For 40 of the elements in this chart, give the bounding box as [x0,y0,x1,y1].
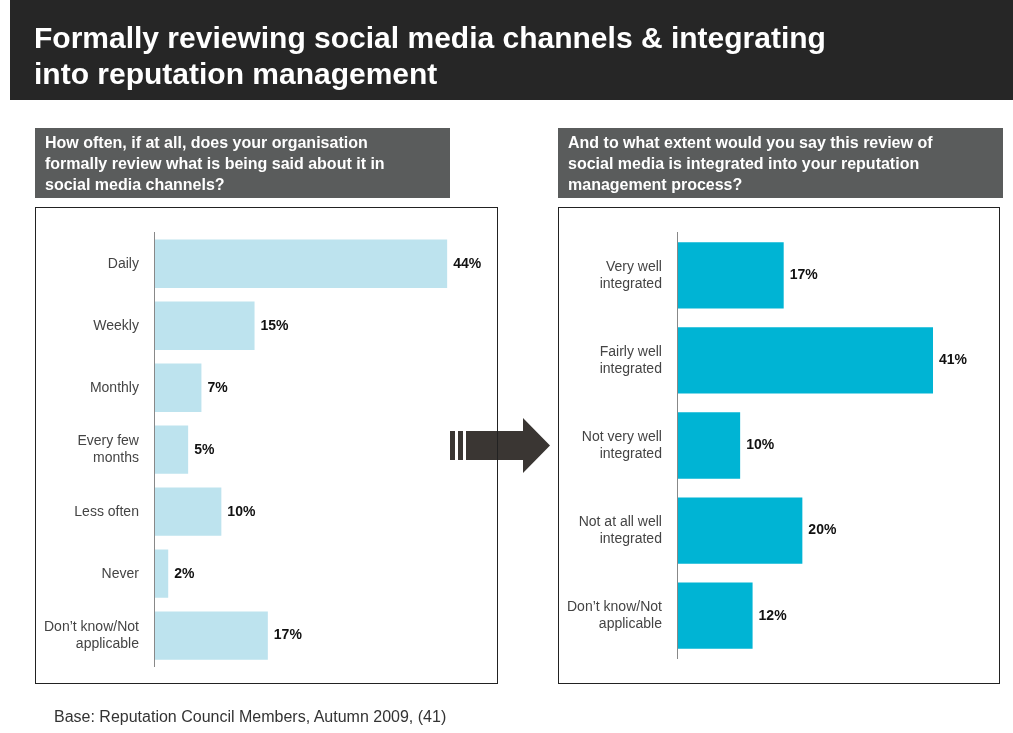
y-tick-label: Fairly well integrated [599,342,662,376]
bar [154,611,268,660]
data-label: 2% [174,564,195,581]
bar [154,239,448,288]
data-label: 12% [758,606,788,623]
data-label: 20% [808,521,837,538]
y-tick-label: Very well integrated [599,257,662,291]
y-tick-label: Not very well integrated [581,427,662,461]
data-label: 10% [746,436,775,453]
y-tick-label: Not at all well integrated [578,513,662,546]
bar [154,301,255,350]
bar [677,582,753,649]
data-label: 10% [227,502,256,519]
data-label: 41% [939,351,968,368]
y-tick-label: Don’t know/Not applicable [43,618,140,651]
chart-title: Formally reviewing social media channels & integrating into reputation management [10,0,1013,100]
y-tick-label: Daily [107,254,139,271]
bar [677,497,803,564]
bar [677,242,784,309]
y-tick-label: Monthly [89,378,139,395]
chart-subtitle: How often, if at all, does your organisation formally review what is being said about it in social media channels? [35,128,450,198]
bar [154,425,189,474]
y-tick-label: Weekly [93,316,139,333]
y-tick-label: Every few months [77,432,140,465]
data-label: 15% [260,316,290,333]
text: Base: Reputation Council Members, Autumn 2009, (41) [54,708,447,726]
bar [154,549,169,598]
bar [154,487,222,536]
bar [154,363,202,412]
y-tick-label: Don’t know/Not applicable [566,598,663,631]
bar [677,327,934,394]
bar [677,412,741,479]
data-label: 44% [453,254,482,271]
data-label: 5% [194,440,215,457]
y-tick-label: Never [101,564,140,581]
y-tick-label: Less often [74,502,139,519]
data-label: 17% [789,266,819,283]
data-label: 7% [207,378,229,395]
data-label: 17% [273,626,303,643]
chart-subtitle: And to what extent would you say this review of social media is integrated into your reputation management process? [558,128,1003,198]
